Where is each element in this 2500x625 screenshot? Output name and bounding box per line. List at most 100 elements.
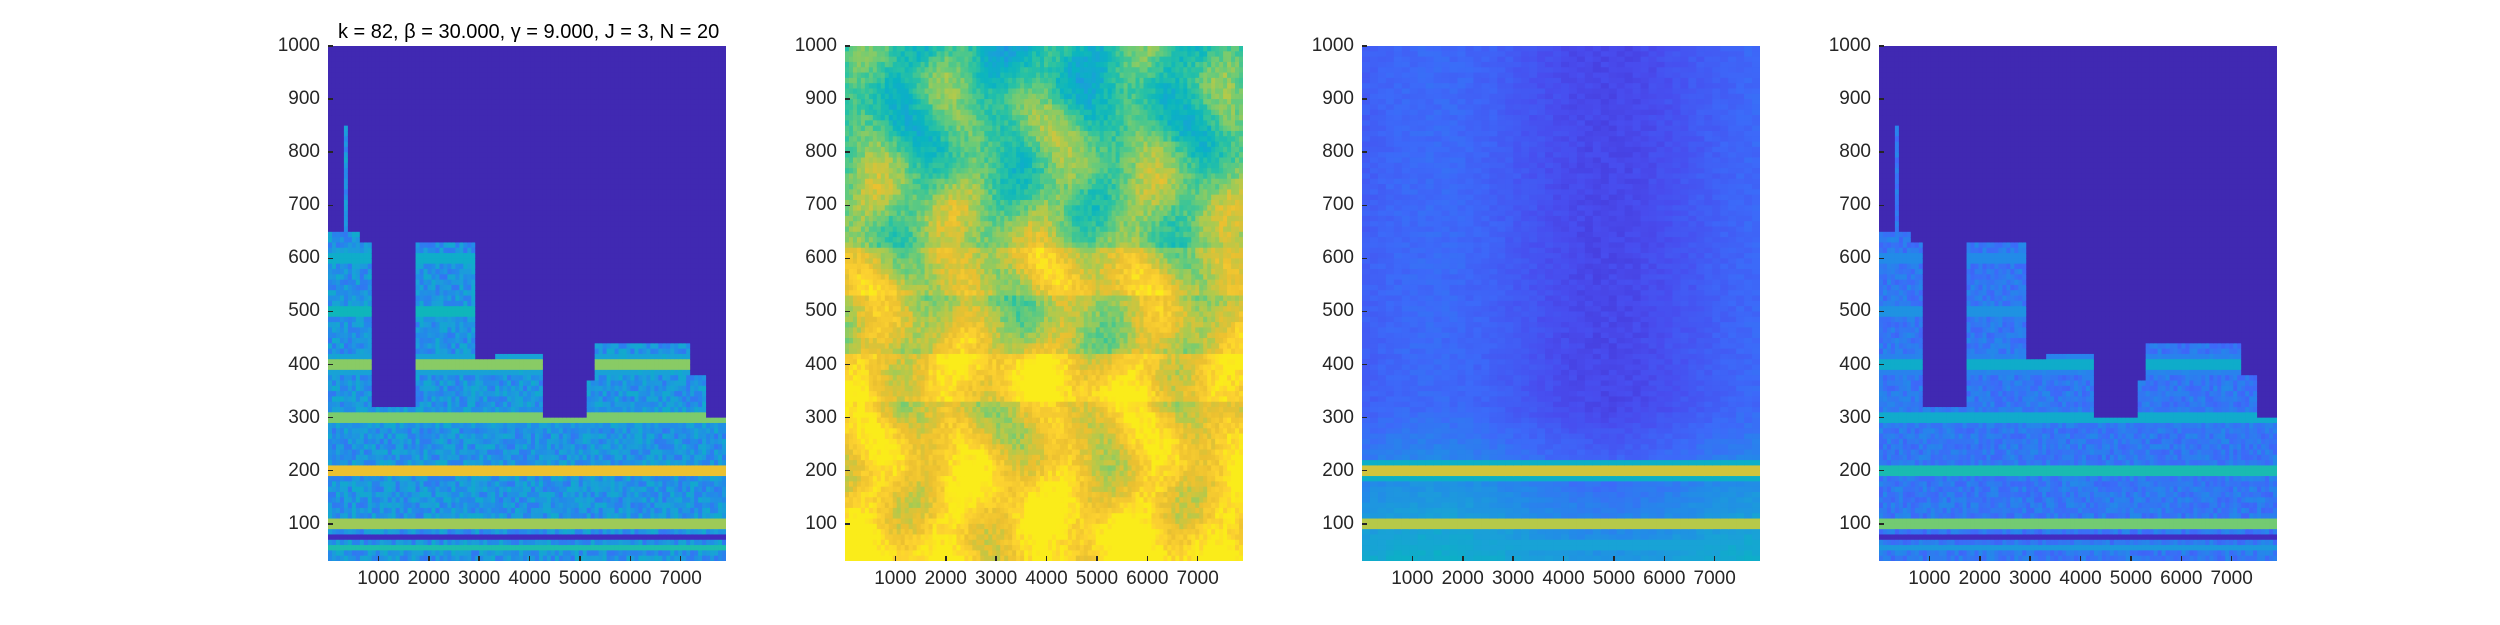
heatmap-cell — [507, 88, 512, 95]
heatmap-cell — [431, 385, 437, 392]
heatmap-cell — [471, 353, 476, 360]
heatmap-cell — [431, 263, 437, 270]
heatmap-cell — [419, 470, 425, 477]
heatmap-cell — [391, 513, 397, 520]
heatmap-cell — [523, 242, 528, 249]
heatmap-cell — [415, 343, 421, 350]
heatmap-cell — [347, 428, 353, 435]
heatmap-cell — [447, 555, 452, 561]
heatmap-cell — [515, 454, 520, 461]
heatmap-cell — [403, 231, 409, 238]
heatmap-cell — [339, 120, 345, 127]
heatmap-cell — [507, 189, 512, 196]
heatmap-cell — [435, 284, 441, 291]
heatmap-cell — [463, 146, 468, 153]
heatmap-cell — [451, 141, 456, 148]
heatmap-cell — [371, 513, 377, 520]
heatmap-cell — [363, 529, 369, 536]
heatmap-cell — [435, 274, 441, 281]
heatmap-cell — [399, 215, 405, 222]
heatmap-cell — [483, 109, 488, 116]
heatmap-cell — [387, 523, 393, 530]
heatmap-cell — [451, 130, 456, 137]
heatmap-cell — [407, 295, 413, 302]
heatmap-cell — [328, 231, 333, 238]
heatmap-cell — [363, 173, 369, 180]
heatmap-cell — [467, 550, 472, 557]
heatmap-cell — [339, 178, 345, 185]
heatmap-cell — [379, 391, 385, 398]
heatmap-cell — [407, 205, 413, 212]
heatmap-cell — [411, 364, 417, 371]
heatmap-cell — [387, 268, 393, 275]
heatmap-cell — [495, 380, 500, 387]
heatmap-cell — [399, 470, 405, 477]
heatmap-cell — [399, 253, 405, 259]
heatmap-cell — [375, 237, 381, 244]
heatmap-cell — [447, 444, 452, 451]
heatmap-cell — [399, 476, 405, 482]
heatmap-cell — [375, 327, 381, 334]
heatmap-cell — [399, 550, 405, 557]
heatmap-cell — [519, 51, 524, 58]
heatmap-cell — [415, 322, 421, 328]
heatmap-cell — [511, 146, 516, 153]
heatmap-cell — [383, 555, 389, 561]
heatmap-cell — [363, 470, 369, 477]
heatmap-cell — [499, 539, 504, 546]
heatmap-cell — [375, 502, 381, 509]
heatmap-cell — [475, 194, 480, 201]
heatmap-cell — [331, 507, 337, 514]
heatmap-cell — [407, 189, 413, 196]
heatmap-cell — [530, 226, 536, 233]
heatmap-cell — [351, 258, 357, 265]
heatmap-cell — [371, 476, 377, 482]
heatmap-cell — [399, 178, 405, 185]
heatmap-cell — [511, 61, 516, 68]
heatmap-cell — [379, 550, 385, 557]
heatmap-cell — [339, 523, 345, 530]
heatmap-cell — [415, 550, 421, 557]
heatmap-cell — [399, 401, 405, 408]
heatmap-cell — [455, 529, 460, 536]
heatmap-cell — [419, 268, 425, 275]
heatmap-cell — [359, 359, 365, 366]
heatmap-cell — [483, 422, 488, 429]
heatmap-cell — [347, 263, 353, 270]
heatmap-cell — [471, 115, 476, 121]
heatmap-cell — [383, 465, 389, 472]
heatmap-cell — [463, 481, 468, 488]
heatmap-cell — [427, 253, 433, 259]
heatmap-cell — [467, 507, 472, 514]
heatmap-cell — [328, 258, 333, 265]
heatmap-cell — [403, 502, 409, 509]
heatmap-cell — [447, 242, 452, 249]
heatmap-cell — [507, 550, 512, 557]
heatmap-cell — [423, 518, 429, 525]
heatmap-cell — [399, 359, 405, 366]
heatmap-cell — [459, 338, 464, 344]
heatmap-cell — [331, 332, 337, 339]
heatmap-cell — [339, 391, 345, 398]
heatmap-cell — [347, 454, 353, 461]
heatmap-cell — [527, 226, 532, 233]
heatmap-cell — [507, 157, 512, 164]
heatmap-cell — [371, 327, 377, 334]
heatmap-cell — [427, 136, 433, 143]
heatmap-cell — [371, 348, 377, 355]
heatmap-cell — [411, 300, 417, 307]
heatmap-cell — [479, 529, 484, 536]
heatmap-cell — [427, 221, 433, 228]
heatmap-cell — [395, 205, 401, 212]
heatmap-cell — [403, 253, 409, 259]
heatmap-cell — [347, 534, 353, 541]
heatmap-cell — [347, 497, 353, 504]
heatmap-cell — [419, 375, 425, 382]
heatmap-cell — [363, 481, 369, 488]
heatmap-cell — [475, 221, 480, 228]
heatmap-cell — [519, 215, 524, 222]
heatmap-cell — [495, 77, 500, 84]
heatmap-cell — [339, 242, 345, 249]
heatmap-cell — [371, 481, 377, 488]
heatmap-cell — [503, 72, 508, 79]
